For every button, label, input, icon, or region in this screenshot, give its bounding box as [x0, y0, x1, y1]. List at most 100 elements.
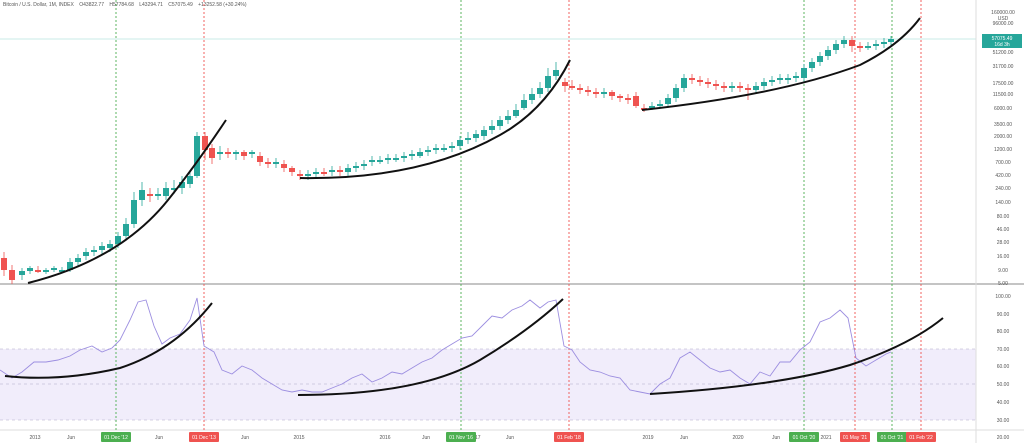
price-tick-label: 51200.00	[993, 50, 1014, 56]
price-candle	[417, 148, 423, 158]
current-price-tag	[982, 34, 1022, 48]
candle-body	[147, 194, 153, 196]
symbol-title[interactable]: Bitcoin / U.S. Dollar, 1M, INDEX	[3, 2, 74, 8]
chart-header: Bitcoin / U.S. Dollar, 1M, INDEX O43822.…	[3, 2, 251, 8]
price-candle	[865, 42, 871, 50]
candle-body	[825, 50, 831, 56]
rsi-tick-label: 60.00	[997, 364, 1010, 370]
price-candle	[753, 82, 759, 94]
price-candle	[91, 246, 97, 256]
price-candle	[19, 268, 25, 280]
price-candle	[825, 46, 831, 60]
price-candle	[585, 86, 591, 96]
price-trend-curve	[641, 17, 921, 111]
price-candle	[833, 40, 839, 54]
price-candle	[337, 166, 343, 176]
candle-body	[99, 246, 105, 250]
marker-date-label: 01 Nov '16	[449, 435, 473, 441]
price-candle	[329, 166, 335, 176]
marker-date-tag	[906, 432, 936, 442]
time-axis-label: 2019	[642, 435, 653, 441]
price-candle	[369, 156, 375, 166]
price-candle	[345, 164, 351, 176]
candle-body	[881, 42, 887, 44]
price-candle	[51, 266, 57, 272]
candle-body	[233, 152, 239, 154]
candle-body	[625, 98, 631, 100]
candle-body	[777, 78, 783, 80]
price-candle	[617, 94, 623, 102]
price-candle	[529, 88, 535, 104]
candle-body	[321, 172, 327, 174]
rsi-band	[0, 349, 976, 420]
candle-body	[465, 138, 471, 140]
price-candle	[777, 74, 783, 84]
candle-body	[107, 244, 113, 248]
price-tick-label: 160000.00	[991, 10, 1015, 16]
price-candle	[43, 268, 49, 274]
candle-body	[91, 250, 97, 252]
candle-body	[51, 268, 57, 270]
rsi-tick-label: 40.00	[997, 400, 1010, 406]
ohlc-change: +13252.58 (+30.24%)	[198, 2, 247, 8]
ohlc-high: H57784.68	[109, 2, 134, 8]
price-candle	[793, 72, 799, 82]
candle-body	[705, 82, 711, 84]
candle-body	[115, 236, 121, 244]
price-candle	[681, 74, 687, 92]
candle-body	[425, 150, 431, 152]
price-candle	[202, 132, 208, 160]
price-tick-label: 46.00	[997, 227, 1010, 233]
price-tick-label: 11500.00	[993, 92, 1014, 98]
marker-date-tag	[101, 432, 131, 442]
price-candle	[513, 104, 519, 118]
candle-body	[737, 86, 743, 88]
candle-body	[27, 268, 33, 271]
candle-body	[849, 40, 855, 46]
candle-body	[801, 68, 807, 78]
candle-body	[209, 148, 215, 158]
time-axis-label: Jun	[680, 435, 688, 441]
candle-body	[617, 96, 623, 98]
candle-body	[888, 39, 894, 42]
price-tick-label: 1200.00	[994, 147, 1012, 153]
price-candle	[457, 136, 463, 150]
candle-body	[585, 90, 591, 92]
price-candle	[705, 78, 711, 88]
price-candle	[273, 158, 279, 168]
time-axis-label: 2021	[820, 435, 831, 441]
price-candle	[257, 152, 263, 166]
price-candle	[281, 160, 287, 172]
candle-body	[187, 176, 193, 184]
price-candle	[841, 36, 847, 48]
candle-body	[139, 190, 145, 200]
price-tick-label: 240.00	[995, 186, 1011, 192]
marker-date-tag	[446, 432, 476, 442]
candle-body	[753, 86, 759, 90]
rsi-tick-label: 70.00	[997, 347, 1010, 353]
price-candle	[521, 94, 527, 110]
price-candle	[83, 248, 89, 260]
price-candle	[465, 132, 471, 144]
candle-body	[545, 76, 551, 88]
candle-body	[713, 84, 719, 86]
price-candle	[385, 154, 391, 164]
price-candle	[545, 68, 551, 92]
price-candle	[657, 100, 663, 108]
price-tick-label: 700.00	[995, 160, 1011, 166]
price-tick-label: 6000.00	[994, 106, 1012, 112]
candle-body	[194, 136, 200, 176]
candle-body	[761, 82, 767, 86]
candle-body	[257, 156, 263, 162]
price-tick-label: 16.00	[997, 254, 1010, 260]
price-tick-label: 9.00	[998, 268, 1008, 274]
price-candle	[289, 166, 295, 176]
price-tick-label: 140.00	[995, 200, 1011, 206]
price-tick-label: 2000.00	[994, 134, 1012, 140]
price-candle	[473, 130, 479, 142]
marker-date-tag	[877, 432, 907, 442]
price-candle	[481, 126, 487, 140]
candle-body	[721, 86, 727, 88]
current-price-value: 57075.49	[992, 36, 1013, 42]
